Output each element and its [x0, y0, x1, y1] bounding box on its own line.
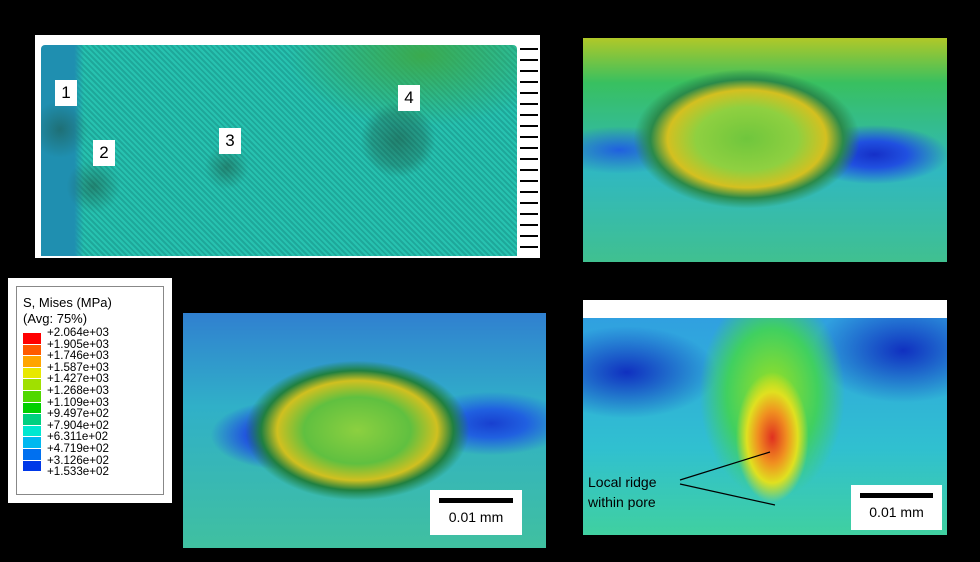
pore-label-4: 4	[398, 85, 420, 111]
pore-label-3: 3	[219, 128, 241, 154]
legend-swatch	[23, 391, 41, 402]
specimen-overview-panel: 1 2 3 4	[35, 35, 540, 258]
legend-swatch	[23, 425, 41, 437]
legend-swatch	[23, 367, 41, 379]
pore-label-2: 2	[93, 140, 115, 166]
legend-swatch	[23, 437, 41, 448]
legend-swatch	[23, 344, 41, 356]
legend-value: +1.427e+03	[47, 372, 109, 386]
ridge-annotation: Local ridge within pore	[588, 474, 657, 510]
pore-label-1: 1	[55, 80, 77, 106]
legend-title: S, Mises (MPa)	[23, 295, 112, 310]
legend-value: +1.746e+03	[47, 349, 109, 363]
legend-swatch	[23, 414, 41, 425]
scale-bar-label: 0.01 mm	[869, 504, 924, 520]
legend-value: +6.311e+02	[47, 430, 109, 444]
legend-swatch	[23, 333, 41, 344]
arrow-to-ridge-lower	[679, 483, 776, 506]
legend-value: +1.109e+03	[47, 395, 109, 409]
scale-bar: 0.01 mm	[851, 485, 942, 530]
arrow-to-ridge-upper	[679, 451, 771, 481]
legend-value: +1.533e+02	[47, 465, 109, 479]
legend-swatch	[23, 460, 41, 472]
scale-bar-label: 0.01 mm	[448, 509, 504, 525]
legend-value: +1.905e+03	[47, 337, 109, 351]
pore-4-closeup-image	[583, 38, 947, 262]
legend-value: +2.064e+03	[47, 326, 109, 339]
legend-value: +7.904e+02	[47, 418, 109, 432]
legend-value: +1.268e+03	[47, 384, 109, 397]
scale-bar: 0.01 mm	[430, 490, 522, 535]
cross-section-panel: 0.01 mm	[583, 300, 947, 535]
legend-value: +9.497e+02	[47, 407, 109, 421]
legend-subtitle: (Avg: 75%)	[23, 311, 88, 326]
legend-swatch	[23, 402, 41, 414]
legend-value: +1.587e+03	[47, 360, 109, 374]
specimen-mesh-image	[41, 45, 517, 256]
pore-closeup-image: 0.01 mm	[183, 313, 546, 548]
legend-swatch	[23, 356, 41, 367]
legend-value: +4.719e+02	[47, 442, 109, 455]
boundary-condition-ticks	[520, 48, 538, 253]
legend-value: +3.126e+02	[47, 453, 109, 467]
legend-swatch	[23, 449, 41, 460]
legend-swatch	[23, 379, 41, 390]
stress-legend: S, Mises (MPa) (Avg: 75%) +2.064e+03 +1.9…	[8, 278, 172, 503]
